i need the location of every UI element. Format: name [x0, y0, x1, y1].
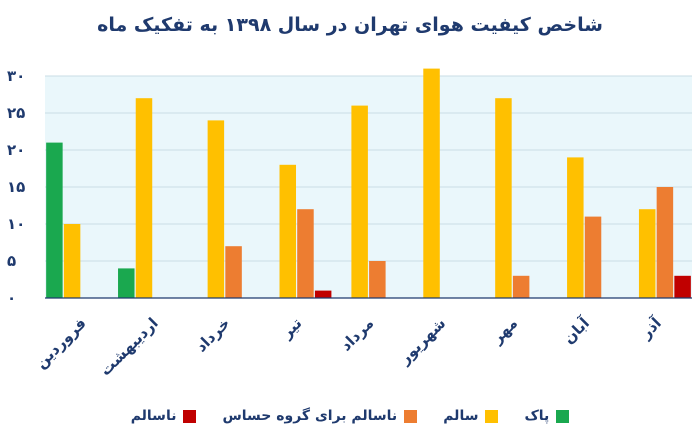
y-tick-label: ۳۰ — [7, 67, 25, 85]
bar — [297, 209, 314, 298]
chart-title: شاخص کیفیت هوای تهران در سال ۱۳۹۸ به تفک… — [97, 14, 603, 36]
legend-item: سالم — [443, 408, 499, 424]
bar — [225, 246, 242, 298]
bar — [512, 275, 530, 298]
x-category-label: شهریور — [395, 314, 449, 368]
bar — [656, 187, 674, 298]
bar — [638, 209, 656, 298]
bar — [207, 120, 225, 299]
y-tick-label: ۱۵ — [7, 178, 25, 196]
bar — [369, 261, 386, 298]
chart-legend: پاک سالم ناسالم برای گروه حساس ناسالم — [0, 408, 700, 424]
legend-item: پاک — [524, 408, 570, 424]
legend-item: ناسالم برای گروه حساس — [222, 408, 418, 424]
bar — [118, 268, 135, 298]
bar — [63, 224, 81, 298]
bar — [135, 98, 153, 298]
bar — [674, 275, 691, 298]
y-tick-label: ۵ — [7, 252, 16, 270]
bar — [495, 98, 512, 298]
x-category-label: تیر — [277, 314, 305, 342]
legend-swatch — [404, 409, 418, 423]
y-tick-label: ۱۰ — [7, 215, 25, 233]
y-tick-label: ۰ — [7, 289, 16, 307]
bar — [314, 290, 332, 298]
x-category-label: خرداد — [192, 314, 233, 355]
legend-item: ناسالم — [131, 408, 197, 424]
x-category-label: آبان — [560, 314, 594, 348]
y-tick-label: ۲۵ — [7, 104, 25, 122]
legend-swatch — [556, 409, 570, 423]
bar — [584, 216, 602, 298]
bar — [423, 68, 440, 298]
x-category-label: مهر — [487, 314, 521, 348]
bar — [279, 164, 297, 298]
bar — [46, 142, 63, 298]
bar — [351, 105, 368, 298]
legend-swatch — [485, 409, 499, 423]
bar — [567, 157, 584, 298]
x-category-label: آذر — [636, 314, 665, 343]
y-tick-label: ۲۰ — [7, 141, 25, 159]
legend-label: سالم — [443, 408, 479, 424]
legend-swatch — [183, 409, 197, 423]
x-category-label: فروردین — [32, 314, 90, 372]
x-category-label: مرداد — [337, 314, 377, 354]
x-category-label: اردیبهشت — [96, 314, 161, 379]
legend-label: ناسالم برای گروه حساس — [222, 408, 398, 424]
legend-label: پاک — [524, 408, 550, 424]
legend-label: ناسالم — [130, 408, 177, 424]
